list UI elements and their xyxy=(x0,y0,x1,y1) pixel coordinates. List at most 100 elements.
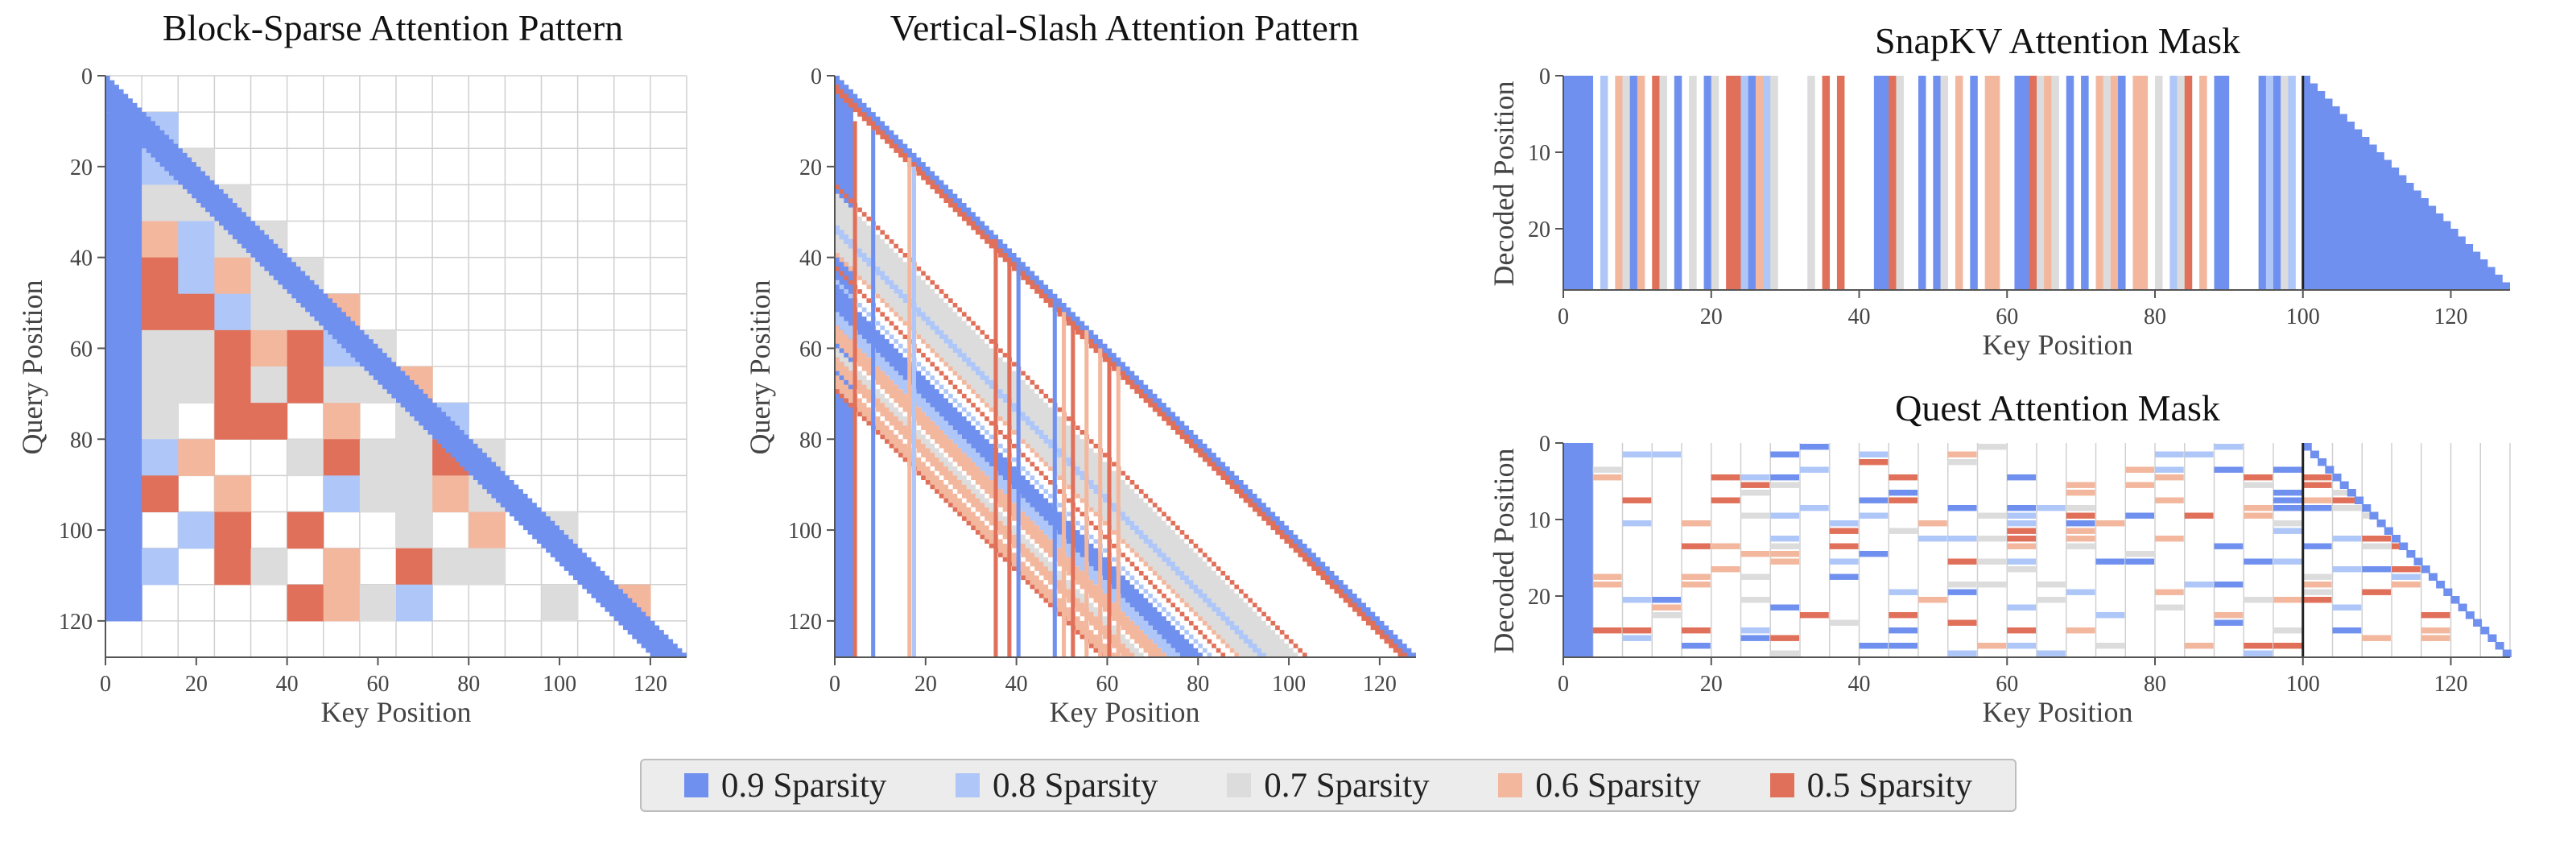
quest-selected-block xyxy=(2184,643,2214,649)
snapkv-column xyxy=(1896,76,1904,290)
quest-selected-block xyxy=(1829,528,1859,534)
quest-selected-block xyxy=(1622,635,1652,641)
snapkv-column xyxy=(2066,76,2074,290)
quest-selected-block xyxy=(1829,619,1859,626)
quest-selected-block xyxy=(2273,627,2302,634)
snapkv-ylabel: Decoded Position xyxy=(1488,81,1520,287)
quest-selected-block xyxy=(1947,582,1977,588)
vertical-slash-diagonal-band xyxy=(835,226,1266,657)
block-sparse-block xyxy=(142,366,179,404)
snapkv-ytick-label-0: 0 xyxy=(1539,64,1550,89)
quest-selected-block xyxy=(1740,551,1770,557)
block-sparse-block xyxy=(105,584,142,622)
quest-selected-block xyxy=(1740,627,1770,634)
block-sparse-block xyxy=(250,403,288,440)
quest-selected-block xyxy=(1592,466,1622,473)
quest-selected-block xyxy=(2037,505,2066,511)
block-sparse-block xyxy=(396,584,433,622)
snapkv-column xyxy=(2118,76,2126,290)
vertical-slash-diagonal-band xyxy=(835,279,1212,657)
legend-item-05: 0.5 Sparsity xyxy=(1769,766,1973,805)
quest-selected-block xyxy=(1682,582,1711,588)
quest-xtick-label-2: 40 xyxy=(1848,672,1871,697)
block_sparse-xtick-label-1: 20 xyxy=(185,672,208,697)
quest-selected-block xyxy=(1889,528,1918,534)
vertical-slash-vertical-line xyxy=(907,157,912,657)
quest-selected-block xyxy=(1622,451,1652,457)
snapkv-xlabel: Key Position xyxy=(1982,329,2132,361)
quest-selected-block xyxy=(1740,573,1770,580)
quest-selected-block xyxy=(1652,604,1681,611)
quest-selected-block xyxy=(2155,536,2184,542)
block-sparse-block xyxy=(323,475,361,512)
block-sparse-block xyxy=(105,366,142,404)
quest-selected-block xyxy=(1770,451,1799,457)
snapkv-column xyxy=(2051,76,2059,290)
quest-selected-block xyxy=(2184,582,2214,588)
block-sparse-block xyxy=(396,511,433,549)
snapkv-xtick-label-6: 120 xyxy=(2434,304,2468,329)
quest-selected-block xyxy=(2273,466,2302,473)
quest-selected-block xyxy=(2007,604,2036,611)
quest-selected-block xyxy=(2125,512,2154,519)
quest-selected-block xyxy=(2244,558,2273,565)
quest-selected-block xyxy=(2095,558,2125,565)
quest-selected-block xyxy=(2007,566,2036,573)
quest-selected-block xyxy=(2007,528,2036,534)
quest-selected-block xyxy=(1889,643,1918,649)
legend-label-08: 0.8 Sparsity xyxy=(993,766,1158,805)
quest-selected-block xyxy=(2244,643,2273,649)
block_sparse-xtick-label-0: 0 xyxy=(100,672,111,697)
quest-selected-block xyxy=(1740,474,1770,481)
quest-selected-block xyxy=(2302,505,2332,511)
vertical-slash-vertical-line xyxy=(1071,321,1075,657)
block-sparse-block xyxy=(432,475,469,512)
snapkv-column xyxy=(2258,76,2267,290)
block-sparse-block xyxy=(359,475,397,512)
legend-swatch-05 xyxy=(1769,773,1794,797)
quest-selected-block xyxy=(2066,536,2095,542)
quest-selected-block xyxy=(2273,497,2302,503)
snapkv-column xyxy=(2081,76,2089,290)
quest-selected-block xyxy=(2155,589,2184,595)
quest-selected-block xyxy=(2302,573,2332,580)
block-sparse-block xyxy=(142,548,179,586)
block-sparse-block xyxy=(142,184,179,221)
quest-selected-block xyxy=(1859,551,1889,557)
quest-selected-block xyxy=(1770,604,1799,611)
quest-selected-block xyxy=(1889,490,1918,496)
block-sparse-block xyxy=(142,257,179,295)
snapkv-column xyxy=(1918,76,1926,290)
quest-selected-block xyxy=(2007,505,2036,511)
block-sparse-block xyxy=(250,293,288,331)
block-sparse-block xyxy=(469,511,506,549)
snapkv-column xyxy=(1726,76,1741,290)
vertical_slash-xtick-label-5: 100 xyxy=(1272,672,1306,697)
vertical-slash-title: Vertical-Slash Attention Pattern xyxy=(890,7,1360,48)
block-sparse-block xyxy=(396,475,433,512)
snapkv-column xyxy=(2014,76,2030,290)
block-sparse-block xyxy=(214,366,251,404)
legend-label-05: 0.5 Sparsity xyxy=(1806,766,1973,805)
vertical-slash-diagonal-band xyxy=(835,375,1117,657)
quest-selected-block xyxy=(1682,573,1711,580)
quest-selected-block xyxy=(2214,619,2244,626)
vertical_slash-ytick-label-0: 0 xyxy=(811,64,822,89)
quest-selected-block xyxy=(2066,505,2095,511)
quest-selected-block xyxy=(1711,497,1740,503)
block-sparse-block xyxy=(105,329,142,367)
quest-ytick-label-0: 0 xyxy=(1539,432,1550,457)
block-sparse-block xyxy=(432,548,469,586)
block-sparse-block xyxy=(250,329,288,367)
block-sparse-block xyxy=(287,329,324,367)
quest-selected-block xyxy=(1918,520,1947,527)
snapkv-column xyxy=(2044,76,2052,290)
vertical-slash-diagonal-band xyxy=(835,266,1226,657)
quest-selected-block xyxy=(1947,558,1977,565)
quest-decode-diagonal xyxy=(2302,443,2512,657)
vertical_slash-ytick-label-1: 20 xyxy=(799,155,822,180)
vertical-slash-diagonal-band xyxy=(835,193,1298,657)
vertical-slash-diagonal-band xyxy=(835,325,1166,657)
quest-selected-block xyxy=(1947,536,1977,542)
